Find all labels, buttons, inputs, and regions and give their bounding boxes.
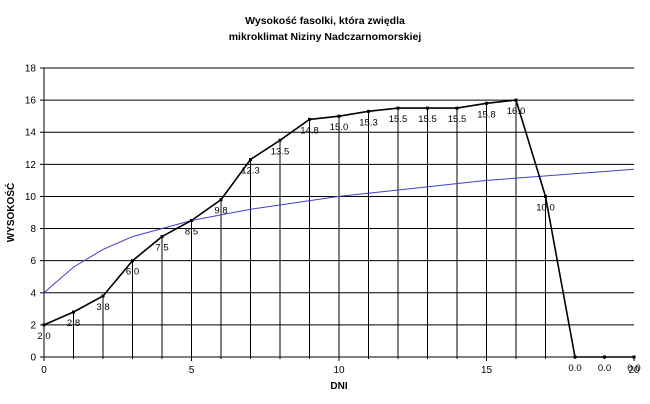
data-label: 8.5 bbox=[185, 227, 198, 238]
chart-title: Wysokość fasolki, która zwiędla mikroklim… bbox=[229, 15, 422, 43]
data-point bbox=[514, 98, 518, 102]
y-tick-label: 18 bbox=[25, 64, 37, 75]
data-label: 16.0 bbox=[507, 106, 526, 117]
data-point bbox=[426, 106, 429, 110]
data-point bbox=[249, 158, 252, 162]
data-point bbox=[337, 114, 341, 118]
data-point bbox=[160, 235, 164, 239]
data-label: 12.3 bbox=[241, 166, 260, 177]
data-label: 10.0 bbox=[536, 202, 555, 213]
data-point bbox=[72, 310, 75, 314]
data-label: 2.8 bbox=[67, 318, 80, 329]
data-label: 9.8 bbox=[214, 206, 227, 217]
data-point bbox=[485, 101, 488, 105]
series bbox=[42, 98, 636, 359]
x-tick-label: 20 bbox=[628, 365, 640, 376]
data-labels: 2.0 2.8 3.8 6.0 7.5 8.5 9.8 12.3 13.5 14.8 15.0 15.… bbox=[37, 106, 640, 374]
data-point bbox=[278, 138, 282, 142]
data-label: 0.0 bbox=[627, 363, 640, 374]
y-tick-label: 16 bbox=[25, 96, 37, 107]
data-point bbox=[42, 323, 46, 327]
y-tick-label: 2 bbox=[30, 320, 36, 331]
data-label: 3.8 bbox=[96, 302, 109, 313]
y-tick-label: 14 bbox=[25, 128, 37, 139]
data-point bbox=[455, 106, 459, 110]
x-axis-title: DNI bbox=[330, 381, 347, 392]
data-label: 15.5 bbox=[418, 114, 437, 125]
x-tick-label: 10 bbox=[333, 365, 345, 376]
data-point bbox=[544, 194, 547, 198]
data-label: 15.5 bbox=[389, 114, 408, 125]
data-label: 0.0 bbox=[568, 363, 581, 374]
chart-title-line: Wysokość fasolki, która zwiędla bbox=[245, 15, 405, 27]
data-label: 15.3 bbox=[359, 117, 378, 128]
data-point bbox=[603, 355, 606, 359]
x-tick-label: 5 bbox=[189, 365, 195, 376]
drop-lines bbox=[43, 100, 546, 357]
data-point bbox=[219, 198, 223, 202]
data-point bbox=[396, 106, 400, 110]
data-label: 0.0 bbox=[598, 363, 611, 374]
data-point bbox=[131, 259, 134, 263]
data-label: 6.0 bbox=[126, 267, 139, 278]
y-tick-label: 12 bbox=[25, 160, 37, 171]
data-point bbox=[190, 219, 193, 223]
data-point bbox=[632, 355, 636, 359]
y-tick-label: 8 bbox=[30, 224, 36, 235]
data-label: 15.0 bbox=[330, 122, 349, 133]
data-label: 14.8 bbox=[300, 125, 319, 136]
data-point bbox=[573, 355, 577, 359]
axes: 0 2 4 6 8 10 12 14 16 18 0 5 10 15 20 bbox=[25, 64, 640, 377]
y-tick-label: 0 bbox=[30, 353, 36, 364]
data-label: 2.0 bbox=[37, 331, 50, 342]
x-tick-label: 15 bbox=[481, 365, 493, 376]
data-label: 13.5 bbox=[271, 146, 290, 157]
data-point bbox=[367, 109, 370, 113]
x-tick-label: 0 bbox=[41, 365, 47, 376]
y-tick-label: 4 bbox=[30, 288, 36, 299]
data-label: 7.5 bbox=[155, 243, 168, 254]
data-label: 15.8 bbox=[477, 109, 496, 120]
data-point bbox=[308, 117, 311, 121]
y-axis-title: WYSOKOŚĆ bbox=[4, 183, 17, 242]
data-point bbox=[101, 294, 105, 298]
y-tick-label: 6 bbox=[30, 256, 36, 267]
data-label: 15.5 bbox=[448, 114, 467, 125]
y-tick-label: 10 bbox=[25, 192, 37, 203]
chart-title-line: mikroklimat Niziny Nadczarnomorskiej bbox=[229, 31, 422, 43]
